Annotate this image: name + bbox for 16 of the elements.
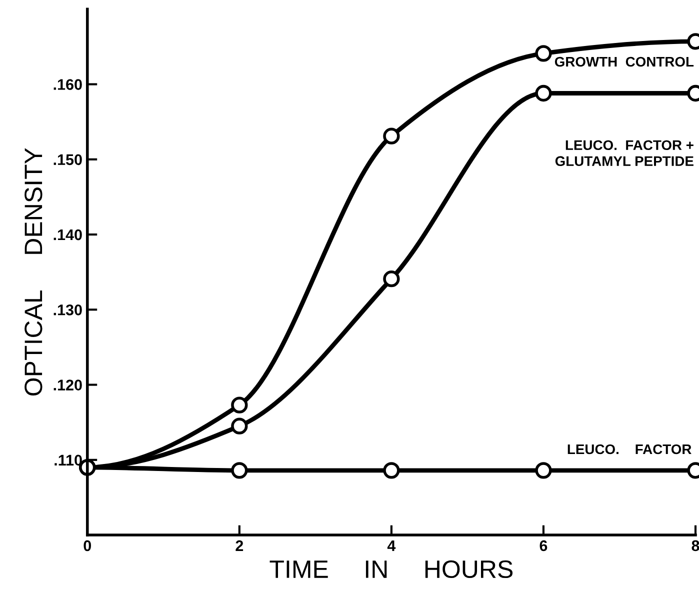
series-label: GROWTH CONTROL	[554, 56, 694, 67]
x-tick-label: 4	[387, 540, 396, 551]
y-tick-label: .160	[54, 79, 82, 90]
y-tick-label: .140	[54, 229, 82, 240]
y-axis-title: OPTICAL DENSITY	[24, 148, 42, 396]
x-axis-title: TIME IN HOURS	[270, 560, 513, 578]
text: LEUCO. FACTOR + GLUTAMYL PEPTIDE	[555, 140, 694, 166]
y-tick-label: .130	[54, 304, 82, 316]
x-tick-label: 6	[540, 540, 548, 552]
y-tick-label: .110	[54, 454, 82, 466]
x-tick-label: 8	[692, 540, 699, 552]
y-tick-label: .120	[54, 380, 82, 390]
series-label: LEUCO. FACTOR	[568, 444, 692, 454]
y-tick-label: .150	[54, 154, 82, 166]
x-tick-label: 0	[84, 540, 91, 552]
x-tick-label: 2	[236, 540, 244, 551]
